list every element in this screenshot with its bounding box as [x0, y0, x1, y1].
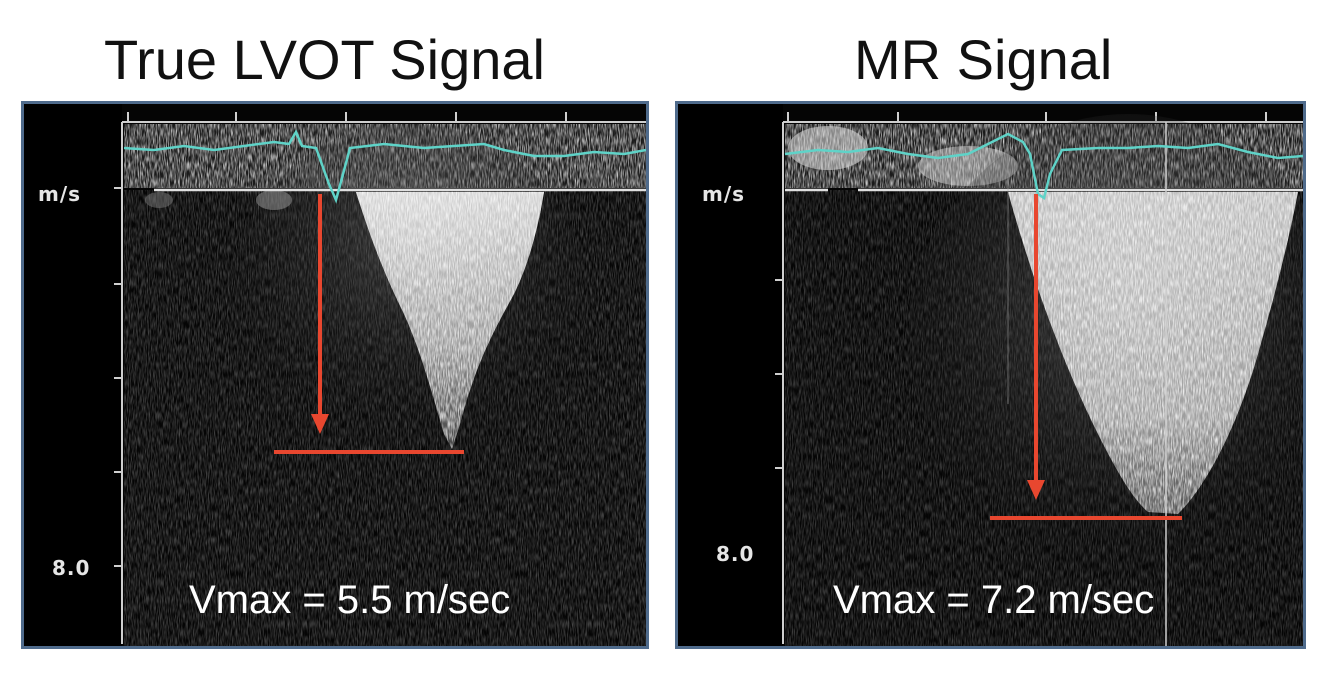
doppler-image-lvot: [24, 104, 646, 646]
velocity-unit-label: m/s: [702, 182, 746, 206]
velocity-scale-label: 8.0: [716, 542, 755, 566]
panel-title-mr: MR Signal: [854, 28, 1113, 91]
velocity-scale-label: 8.0: [52, 556, 91, 580]
vmax-label-mr: Vmax = 7.2 m/sec: [833, 578, 1155, 622]
doppler-panel-lvot: m/s 8.0 Vmax = 5.5 m/sec: [21, 101, 649, 649]
vmax-label-lvot: Vmax = 5.5 m/sec: [189, 578, 511, 622]
velocity-unit-label: m/s: [38, 182, 82, 206]
panel-title-lvot: True LVOT Signal: [104, 28, 545, 91]
doppler-panel-mr: m/s 8.0 Vmax = 7.2 m/sec: [675, 101, 1306, 649]
doppler-image-mr: [678, 104, 1303, 646]
